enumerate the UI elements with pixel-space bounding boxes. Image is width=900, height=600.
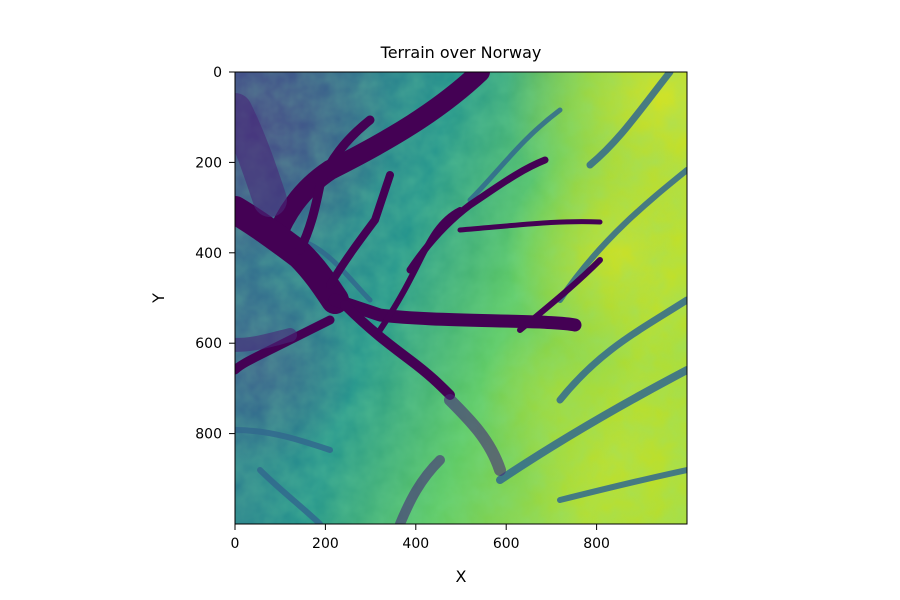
x-tick-label: 800 [583, 536, 610, 552]
x-tick-label: 400 [402, 536, 429, 552]
fjord-banks [235, 93, 506, 524]
y-tick-label: 0 [213, 65, 222, 81]
x-tick-label: 0 [231, 536, 240, 552]
terrain-image [235, 72, 687, 524]
fjords [235, 72, 603, 400]
y-tick: 600 [195, 336, 235, 352]
y-tick-label: 400 [195, 246, 222, 262]
x-tick: 600 [493, 524, 520, 552]
y-tick-label: 800 [195, 427, 222, 443]
y-tick: 400 [195, 246, 235, 262]
x-tick: 0 [231, 524, 240, 552]
secondary-valleys [235, 72, 687, 524]
x-tick: 200 [312, 524, 339, 552]
chart-title: Terrain over Norway [380, 43, 542, 62]
plot-frame [234, 71, 688, 525]
y-tick: 200 [195, 155, 235, 171]
y-tick: 0 [213, 65, 235, 81]
y-axis-label: Y [149, 293, 168, 304]
x-axis: 0 200 400 600 800 X [231, 524, 610, 586]
y-tick-label: 200 [195, 155, 222, 171]
y-tick-label: 600 [195, 336, 222, 352]
y-tick: 800 [195, 427, 235, 443]
y-axis: 0 200 400 600 800 Y [149, 65, 235, 443]
x-tick-label: 600 [493, 536, 520, 552]
x-axis-label: X [456, 567, 467, 586]
title-group: Terrain over Norway [380, 43, 542, 62]
x-tick-label: 200 [312, 536, 339, 552]
x-tick: 400 [402, 524, 429, 552]
x-tick: 800 [583, 524, 610, 552]
